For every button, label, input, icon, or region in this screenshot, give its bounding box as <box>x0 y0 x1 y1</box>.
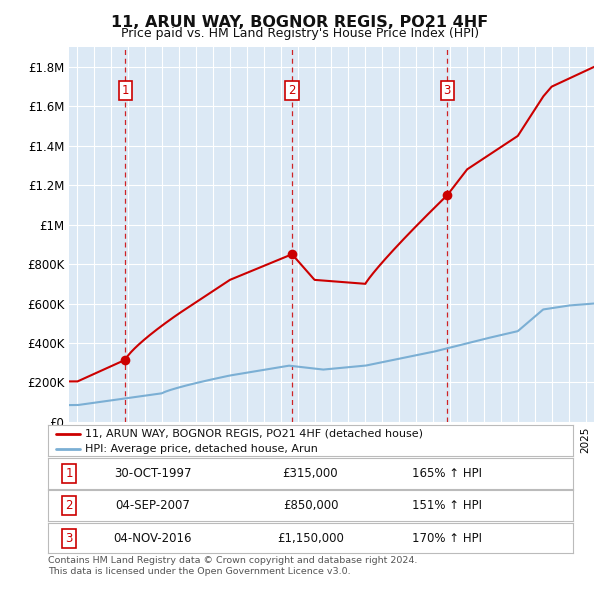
Text: 151% ↑ HPI: 151% ↑ HPI <box>412 499 482 512</box>
Text: £1,150,000: £1,150,000 <box>277 532 344 545</box>
Text: HPI: Average price, detached house, Arun: HPI: Average price, detached house, Arun <box>85 444 317 454</box>
Text: 1: 1 <box>122 84 129 97</box>
Text: £850,000: £850,000 <box>283 499 338 512</box>
Text: Price paid vs. HM Land Registry's House Price Index (HPI): Price paid vs. HM Land Registry's House … <box>121 27 479 40</box>
Text: 3: 3 <box>65 532 73 545</box>
Text: 170% ↑ HPI: 170% ↑ HPI <box>412 532 482 545</box>
Text: 1: 1 <box>65 467 73 480</box>
Text: 165% ↑ HPI: 165% ↑ HPI <box>412 467 482 480</box>
Text: 04-NOV-2016: 04-NOV-2016 <box>114 532 192 545</box>
Text: 30-OCT-1997: 30-OCT-1997 <box>114 467 192 480</box>
Text: 3: 3 <box>443 84 451 97</box>
Text: 11, ARUN WAY, BOGNOR REGIS, PO21 4HF: 11, ARUN WAY, BOGNOR REGIS, PO21 4HF <box>112 15 488 30</box>
Text: Contains HM Land Registry data © Crown copyright and database right 2024.
This d: Contains HM Land Registry data © Crown c… <box>48 556 418 576</box>
Text: 2: 2 <box>288 84 296 97</box>
Text: 04-SEP-2007: 04-SEP-2007 <box>116 499 190 512</box>
Text: 11, ARUN WAY, BOGNOR REGIS, PO21 4HF (detached house): 11, ARUN WAY, BOGNOR REGIS, PO21 4HF (de… <box>85 429 423 439</box>
Text: £315,000: £315,000 <box>283 467 338 480</box>
Text: 2: 2 <box>65 499 73 512</box>
